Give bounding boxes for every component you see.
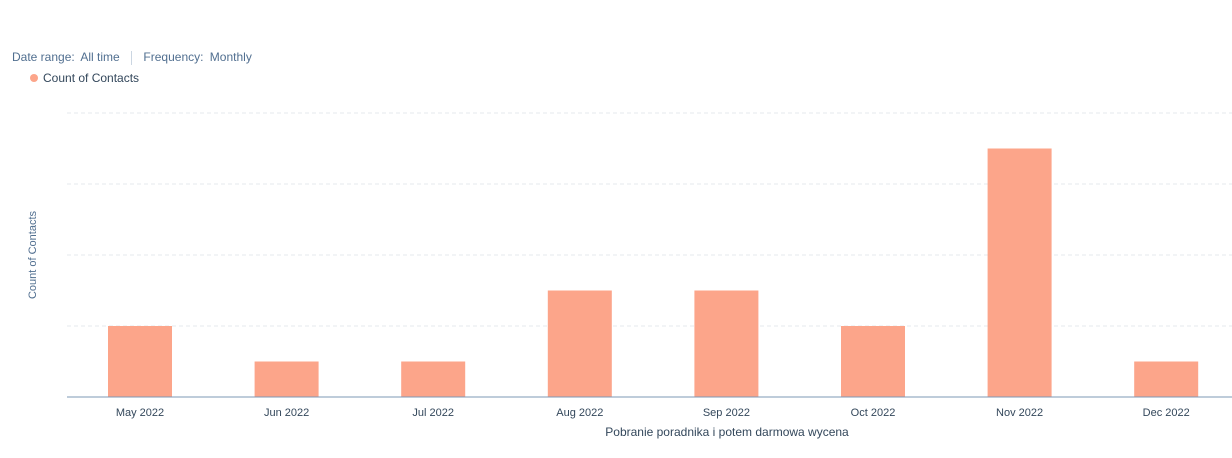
filter-bar: Date range: All time Frequency: Monthly: [12, 50, 252, 65]
bar-aug-2022[interactable]: [547, 290, 612, 398]
legend-label[interactable]: Count of Contacts: [43, 71, 140, 85]
bar-jul-2022[interactable]: [401, 361, 466, 398]
bar-may-2022[interactable]: [108, 326, 172, 397]
bar-oct-2022[interactable]: [841, 326, 905, 397]
x-tick-label: Oct 2022: [851, 407, 896, 419]
y-axis-title: Count of Contacts: [27, 210, 39, 299]
bar-dec-2022[interactable]: [1134, 361, 1199, 398]
x-tick-label: Jul 2022: [412, 407, 454, 419]
x-axis-ticks: May 2022 Jun 2022 Jul 2022 Aug 2022 Sep 2022…: [116, 407, 1190, 419]
bar-sep-2022[interactable]: [694, 290, 759, 398]
frequency-value[interactable]: Monthly: [209, 50, 252, 64]
x-tick-label: Nov 2022: [996, 407, 1043, 419]
bar-jun-2022[interactable]: [254, 361, 319, 398]
frequency-label: Frequency:: [143, 50, 204, 64]
x-tick-label: May 2022: [116, 407, 164, 419]
filter-divider: [131, 50, 133, 65]
date-range-label: Date range:: [12, 50, 75, 64]
x-axis-title: Pobranie poradnika i potem darmowa wycen…: [605, 425, 849, 439]
chart-gridlines: [67, 112, 1232, 327]
legend-dot-icon: [30, 74, 38, 82]
bar-nov-2022[interactable]: [987, 148, 1052, 398]
chart-legend: Count of Contacts: [30, 71, 139, 85]
x-tick-label: Jun 2022: [264, 407, 309, 419]
date-range-value[interactable]: All time: [80, 50, 120, 64]
x-tick-label: Aug 2022: [556, 407, 603, 419]
chart-bars: [108, 148, 1199, 398]
x-tick-label: Dec 2022: [1143, 407, 1190, 419]
x-tick-label: Sep 2022: [703, 407, 750, 419]
